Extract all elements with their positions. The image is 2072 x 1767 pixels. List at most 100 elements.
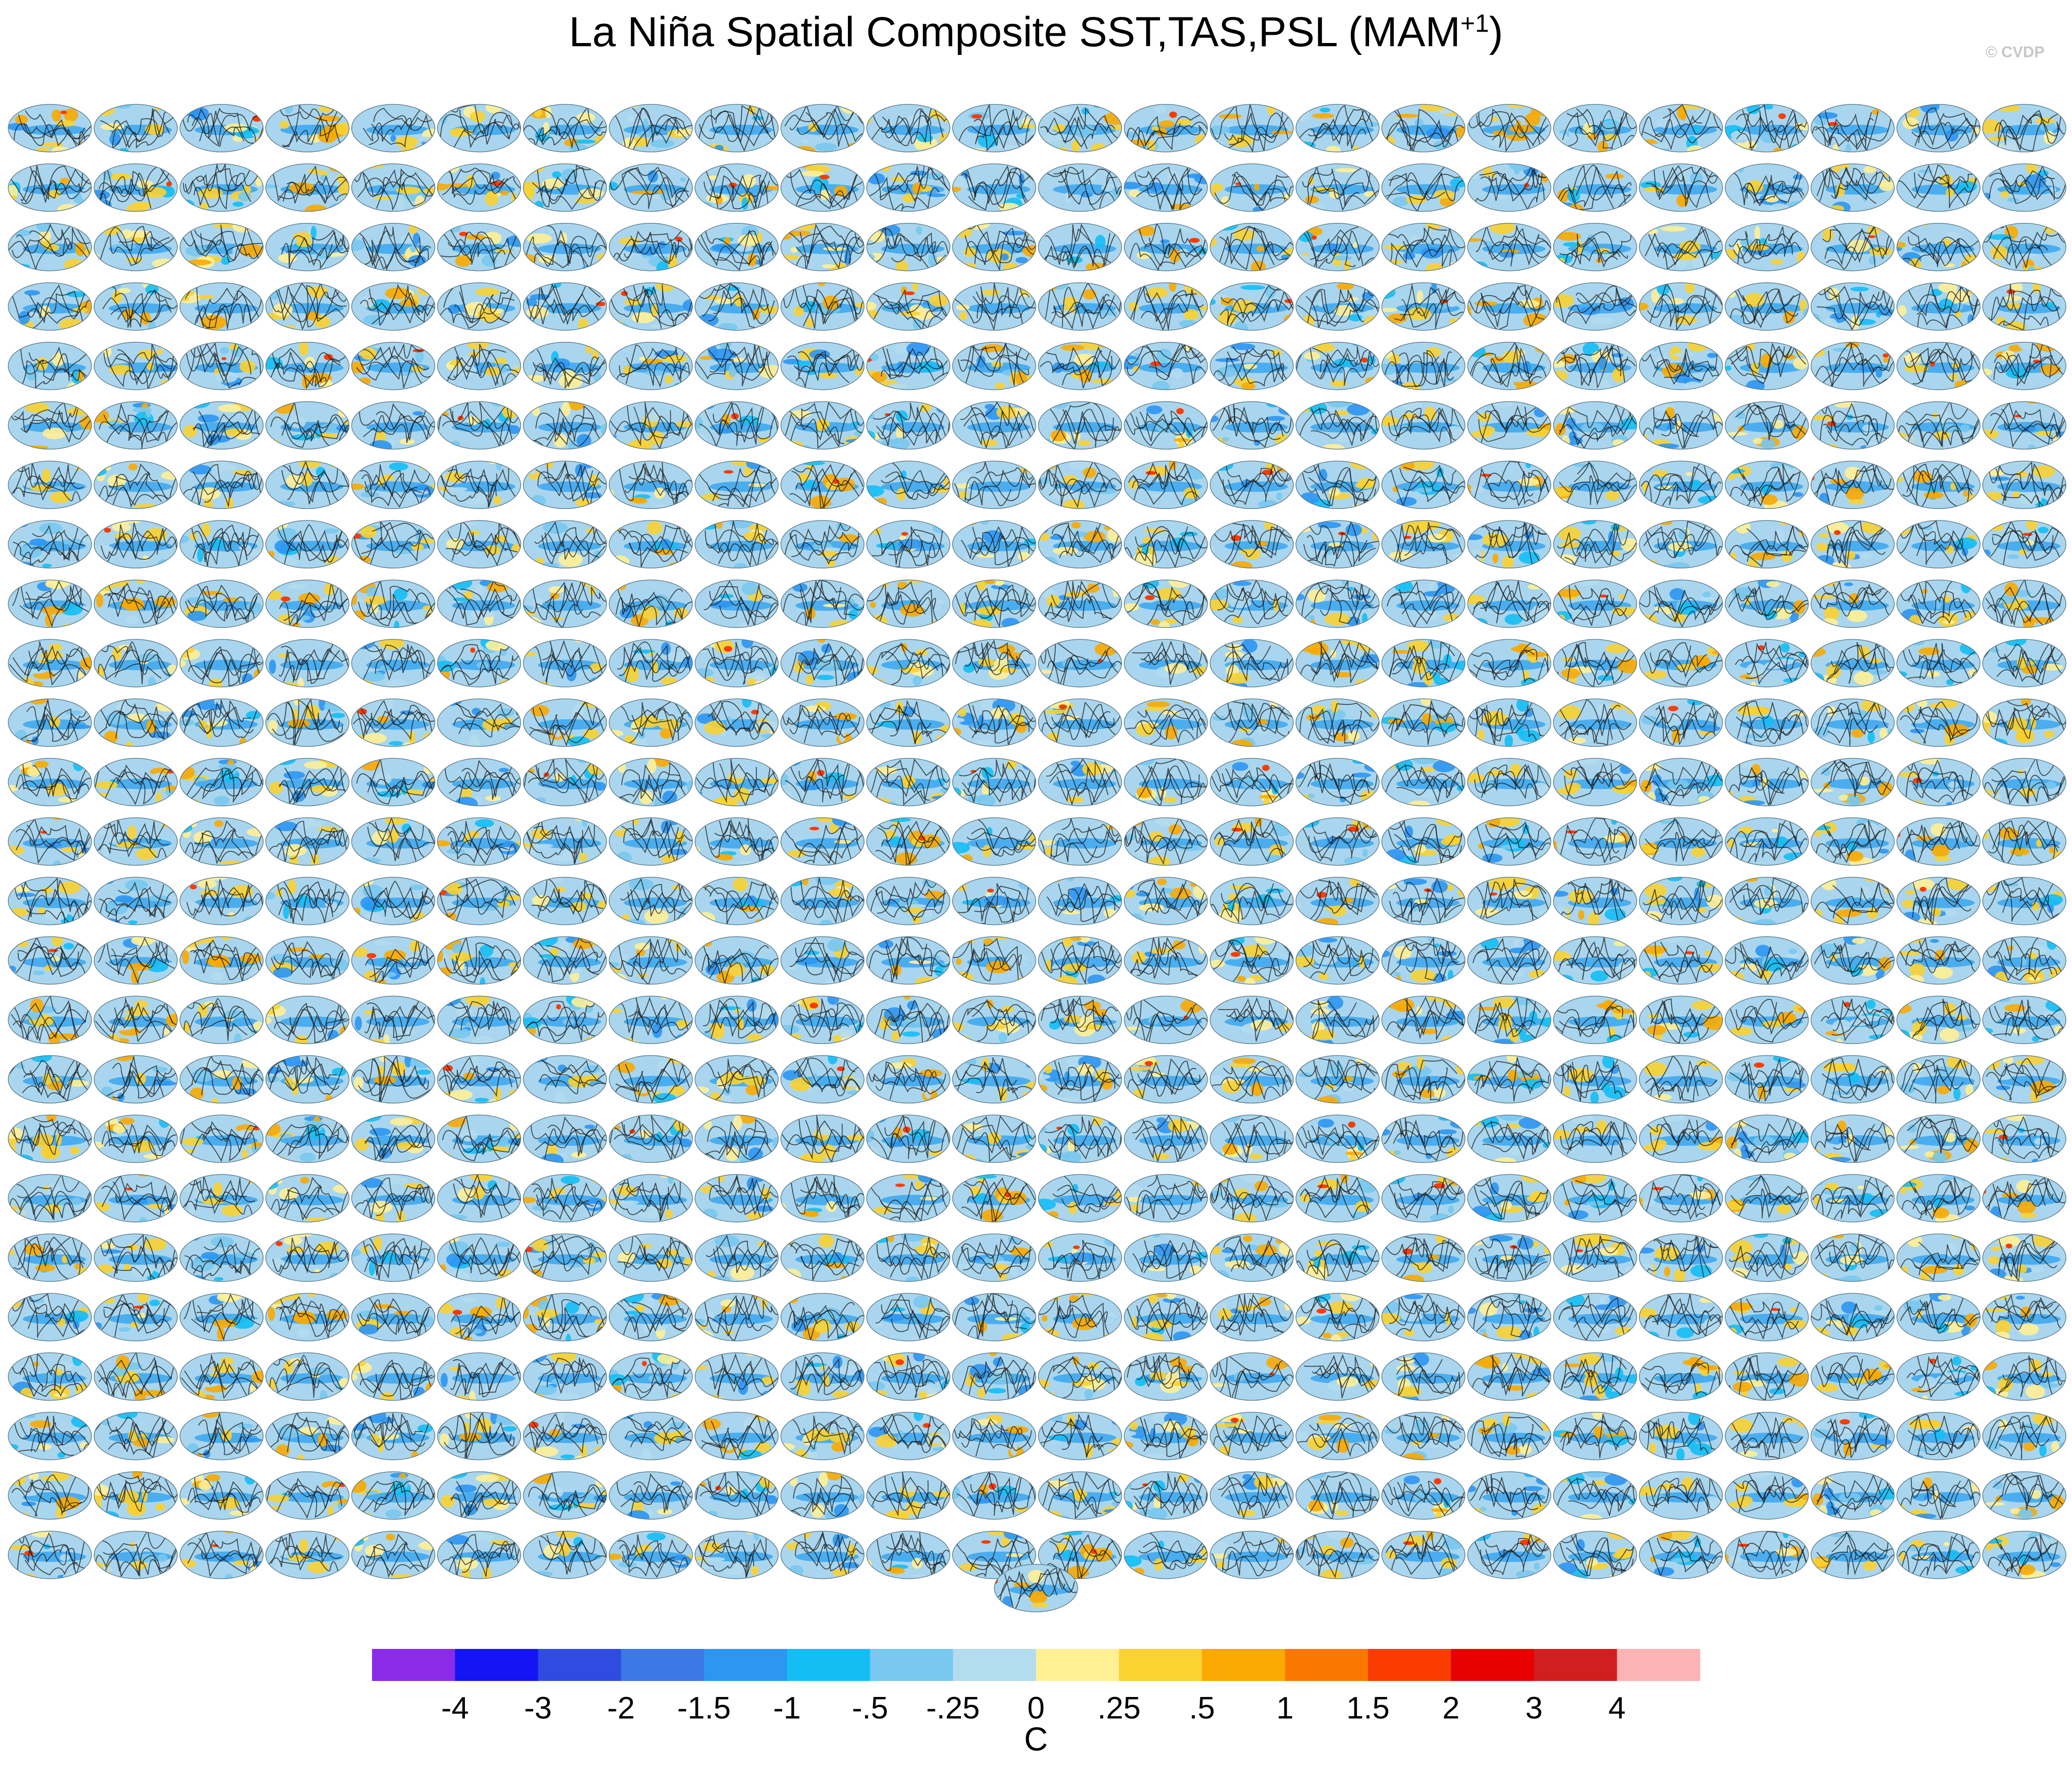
colorbar-swatch [870,1649,954,1681]
map-panel [1982,520,2067,569]
map-panel [8,282,92,331]
map-panel [952,460,1036,509]
map-panel [1553,341,1637,390]
map-panel [1725,460,1809,509]
map-panel [1124,401,1208,450]
map-panel [93,341,178,390]
map-panel [1295,520,1380,569]
map-panel [1038,579,1122,628]
map-panel [866,223,950,271]
colorbar-tick-label: 1.5 [1346,1691,1390,1725]
map-panel [1124,104,1208,152]
map-panel [1810,401,1895,450]
map-panel [93,520,178,569]
map-panel [1896,579,1980,628]
map-panel [351,223,436,271]
map-panel [179,460,264,509]
colorbar-tick-label: -3 [524,1691,552,1725]
map-panel [1124,163,1208,212]
map-panel [866,579,950,628]
colorbar-tick-label: 4 [1608,1691,1626,1725]
map-panel [1553,520,1637,569]
map-panel [1124,579,1208,628]
map-panel [1810,579,1895,628]
map-panel [179,520,264,569]
map-panel [609,520,693,569]
colorbar-swatch [1451,1649,1534,1681]
map-panel [952,223,1036,271]
map-panel [1209,223,1294,271]
map-panel [1038,520,1122,569]
credit-label: © CVDP [1986,43,2045,61]
map-panel [780,401,865,450]
map-panel [1639,579,1723,628]
map-panel [1982,579,2067,628]
title-text: La Niña Spatial Composite SST,TAS,PSL (M… [569,9,1461,55]
map-panel [952,401,1036,450]
map-panel [1295,163,1380,212]
map-panel [1982,282,2067,331]
colorbar-swatch [1534,1649,1618,1681]
map-panel [1553,282,1637,331]
map-panel [523,223,607,271]
map-panel [1982,460,2067,509]
map-panel [1467,579,1551,628]
map-panel [1467,520,1551,569]
map-panel [523,460,607,509]
map-panel [952,579,1036,628]
map-panel [265,401,350,450]
map-panel [437,401,521,450]
map-panel [179,223,264,271]
map-panel [1381,579,1466,628]
map-panel [1038,341,1122,390]
map-panel [866,163,950,212]
colorbar-tick-label: 0 [1027,1691,1045,1725]
map-panel [179,401,264,450]
map-panel [1124,223,1208,271]
map-panel [609,401,693,450]
colorbar-swatch [1368,1649,1451,1681]
map-panel [265,460,350,509]
map-panel [866,104,950,152]
map-panel [1982,341,2067,390]
map-panel [437,341,521,390]
map-panel [265,341,350,390]
map-panel [1639,104,1723,152]
map-panel [866,282,950,331]
map-panel [695,163,779,212]
map-panel [1896,104,1980,152]
map-panel [1467,460,1551,509]
map-panel [93,579,178,628]
colorbar-swatch [704,1649,788,1681]
map-panel [1209,282,1294,331]
title-superscript: +1 [1460,9,1489,38]
colorbar-tick-label: -1 [773,1691,801,1725]
map-panel [1295,104,1380,152]
map-panel [93,104,178,152]
colorbar-swatch [455,1649,539,1681]
colorbar-swatch [538,1649,621,1681]
colorbar-swatch [787,1649,870,1681]
map-panel [1810,341,1895,390]
colorbar-swatch [1036,1649,1119,1681]
map-panel [1639,223,1723,271]
map-panel [1639,341,1723,390]
map-panel [1124,520,1208,569]
colorbar-tick-label: .25 [1097,1691,1141,1725]
map-panel [609,223,693,271]
colorbar-tick-label: -1.5 [677,1691,731,1725]
map-panel [8,163,92,212]
map-panel [1467,401,1551,450]
map-panel [351,282,436,331]
map-panel [1725,341,1809,390]
map-panel [1725,579,1809,628]
map-panel [1295,223,1380,271]
colorbar-tick-label: 3 [1525,1691,1543,1725]
map-panel [1295,401,1380,450]
map-panel [93,401,178,450]
map-panel [437,104,521,152]
chart-title: La Niña Spatial Composite SST,TAS,PSL (M… [0,8,2072,56]
map-panel [523,282,607,331]
map-panel [8,579,92,628]
colorbar-tick-label: -.25 [926,1691,980,1725]
